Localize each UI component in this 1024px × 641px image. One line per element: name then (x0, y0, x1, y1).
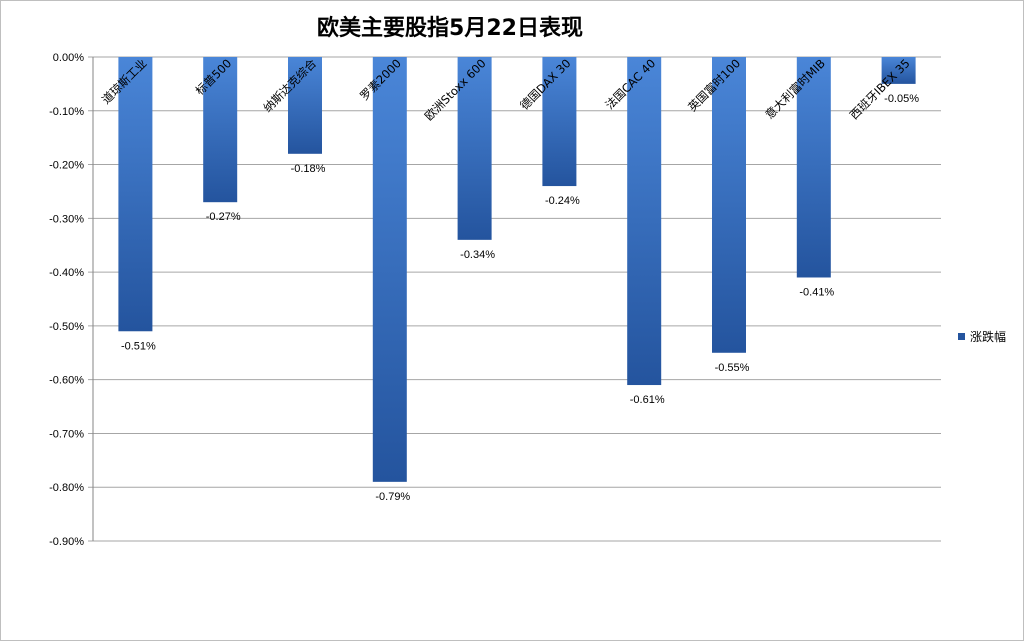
bar (288, 57, 322, 154)
y-tick-label: -0.90% (49, 536, 84, 548)
bar (712, 57, 746, 353)
legend: 涨跌幅 (958, 328, 1006, 345)
bar (457, 57, 492, 240)
y-tick-label: -0.80% (49, 482, 84, 494)
y-tick-label: -0.20% (49, 160, 84, 172)
category-label: 西班牙IBEX 35 (847, 56, 913, 122)
y-tick-label: 0.00% (53, 52, 84, 64)
data-label: -0.18% (291, 163, 326, 175)
data-label: -0.05% (884, 93, 919, 105)
bar (881, 57, 916, 84)
bar (542, 57, 577, 187)
y-tick-label: -0.70% (49, 428, 84, 440)
y-tick-label: -0.60% (49, 375, 84, 387)
bar (372, 57, 407, 482)
bar (627, 57, 662, 386)
bar (118, 57, 153, 332)
data-label: -0.51% (121, 340, 156, 352)
y-tick-label: -0.40% (49, 267, 84, 279)
data-label: -0.55% (715, 362, 750, 374)
chart-title: 欧美主要股指5月22日表现 (317, 16, 583, 41)
legend-label: 涨跌幅 (970, 330, 1007, 344)
data-label: -0.79% (375, 491, 410, 503)
bar (796, 57, 831, 278)
data-label: -0.27% (206, 211, 241, 223)
data-label: -0.61% (630, 394, 665, 406)
data-label: -0.24% (545, 195, 580, 207)
y-tick-label: -0.50% (49, 321, 84, 333)
data-label: -0.34% (460, 249, 495, 261)
y-tick-label: -0.10% (49, 106, 84, 118)
bar (203, 57, 238, 203)
y-tick-label: -0.30% (49, 213, 84, 225)
legend-swatch (958, 333, 965, 340)
data-label: -0.41% (799, 286, 834, 298)
